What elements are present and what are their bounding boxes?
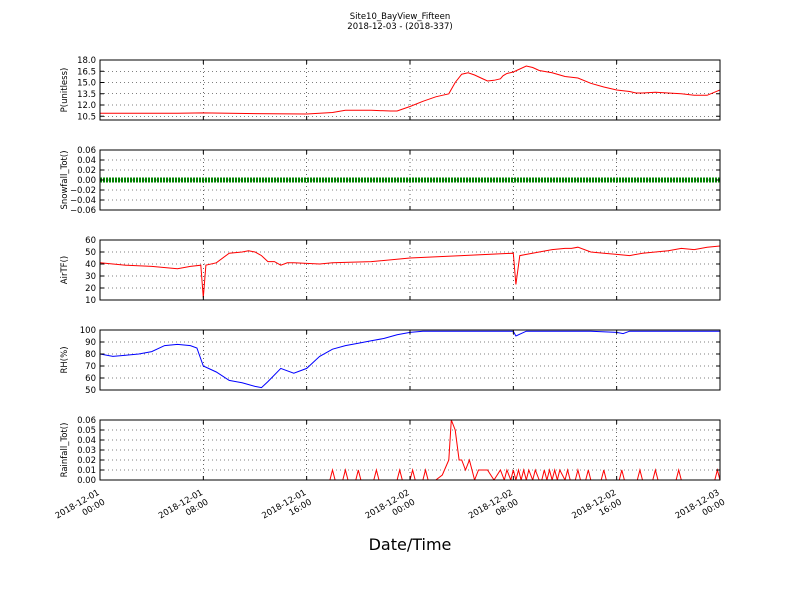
- y-tick-label: 12.0: [77, 101, 96, 111]
- y-tick-label: 0.02: [77, 456, 96, 466]
- panel-4: 50 60 70 80 90 100 RH(%): [60, 326, 721, 396]
- y-tick-label: 100: [80, 326, 96, 336]
- y-tick-label: 0.02: [77, 166, 96, 176]
- y-tick-label: 0.06: [77, 146, 96, 156]
- series-line: [100, 420, 720, 480]
- x-axis-label: Date/Time: [369, 535, 452, 554]
- y-tick-label: 30: [85, 272, 96, 282]
- y-tick-label: 15.0: [77, 79, 96, 89]
- y-axis-label: P(unitless): [60, 68, 70, 113]
- y-tick-label: 0.05: [77, 426, 96, 436]
- y-tick-label: 0.04: [77, 436, 96, 446]
- y-axis-label: Snowfall_Tot(): [60, 150, 70, 209]
- y-tick-label: 50: [85, 386, 96, 396]
- y-tick-label: 80: [85, 350, 96, 360]
- series-line: [100, 245, 720, 298]
- panel-1: 10.512.013.515.0 16.518.0 P(unitless): [60, 56, 721, 122]
- y-tick-label: 16.5: [77, 67, 96, 77]
- panel-5: 0.000.010.020.030.040.050.06 Rainfall_Tot…: [60, 416, 721, 486]
- y-tick-label: 60: [85, 374, 96, 384]
- y-tick-label: 10.5: [77, 112, 96, 122]
- chart-subtitle: 2018-12-03 - (2018-337): [347, 22, 452, 32]
- y-tick-label: −0.06: [70, 206, 96, 216]
- series-line: [100, 65, 720, 115]
- y-tick-label: −0.02: [70, 186, 96, 196]
- y-tick-label: 70: [85, 362, 96, 372]
- y-tick-label: 20: [85, 284, 96, 294]
- panel-3: 10 20 30 40 50 60 AirTF(): [60, 236, 721, 306]
- y-tick-label: 0.00: [77, 476, 96, 486]
- y-tick-label: 0.06: [77, 416, 96, 426]
- y-tick-label: 10: [85, 296, 96, 306]
- y-axis-label: AirTF(): [60, 256, 70, 284]
- y-tick-label: 90: [85, 338, 96, 348]
- y-axis-label: Rainfall_Tot(): [60, 423, 70, 478]
- series-line: [100, 330, 720, 389]
- y-tick-label: 18.0: [77, 56, 96, 66]
- y-tick-label: 60: [85, 236, 96, 246]
- y-tick-label: 0.00: [77, 176, 96, 186]
- chart-title: Site10_BayView_Fifteen: [350, 12, 451, 22]
- y-tick-label: −0.04: [70, 196, 96, 206]
- y-tick-label: 13.5: [77, 90, 96, 100]
- y-tick-label: 0.04: [77, 156, 96, 166]
- y-tick-label: 50: [85, 248, 96, 258]
- y-tick-label: 0.03: [77, 446, 96, 456]
- panel-2: −0.06−0.04−0.020.000.020.040.06 Snowfall_…: [60, 146, 721, 216]
- y-axis-label: RH(%): [60, 346, 70, 373]
- y-tick-label: 40: [85, 260, 96, 270]
- y-tick-label: 0.01: [77, 466, 96, 476]
- panels: 10.512.013.515.0 16.518.0 P(unitless) −0.06…: [60, 56, 721, 486]
